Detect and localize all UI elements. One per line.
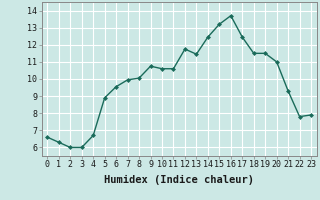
X-axis label: Humidex (Indice chaleur): Humidex (Indice chaleur) [104, 175, 254, 185]
